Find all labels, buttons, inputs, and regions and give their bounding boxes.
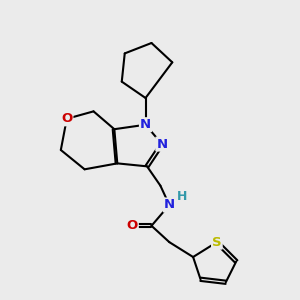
Text: N: N: [156, 138, 167, 151]
Text: H: H: [177, 190, 187, 202]
Text: N: N: [140, 118, 151, 131]
Text: O: O: [127, 219, 138, 232]
Text: S: S: [212, 236, 222, 249]
Text: O: O: [61, 112, 72, 125]
Text: N: N: [164, 199, 175, 212]
